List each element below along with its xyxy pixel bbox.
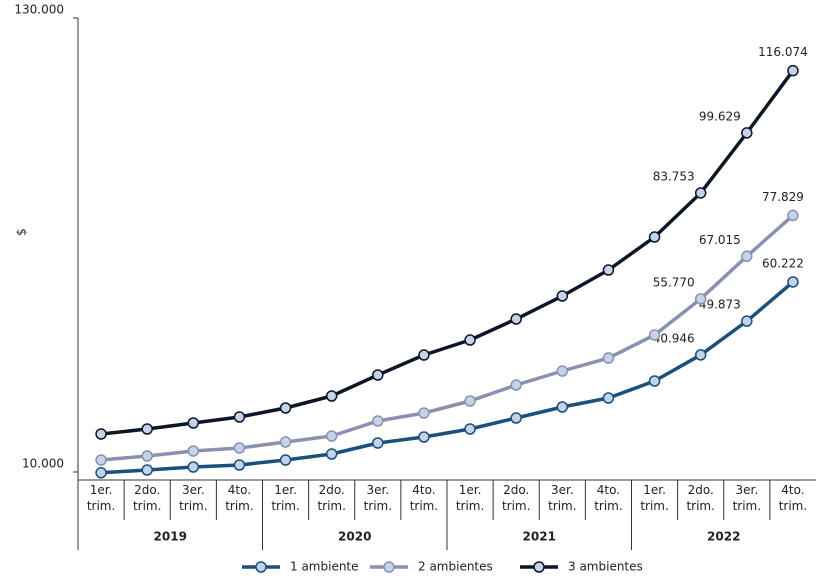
data-point	[279, 402, 292, 414]
series-line	[100, 214, 795, 462]
data-point	[187, 445, 200, 457]
legend-label: 2 ambientes	[418, 560, 493, 574]
data-point	[556, 401, 569, 413]
data-point	[464, 395, 476, 407]
data-label: 60.222	[762, 256, 804, 270]
data-label: 67.015	[699, 233, 741, 247]
x-tick-label: 1er. trim.	[271, 483, 299, 513]
data-point	[787, 209, 799, 222]
data-label: 99.629	[699, 109, 741, 123]
data-point	[694, 187, 707, 199]
data-label: 55.770	[653, 275, 695, 289]
x-tick-label: 4to. trim.	[410, 483, 438, 513]
data-point	[787, 64, 799, 77]
data-point	[372, 369, 384, 381]
data-point	[418, 349, 430, 361]
x-tick-label: 4to. trim.	[225, 483, 253, 513]
y-tick-label: 130.000	[14, 3, 64, 17]
y-tick-label: 10.000	[22, 457, 64, 471]
data-point	[372, 415, 384, 427]
group-label: 2021	[523, 530, 556, 544]
x-tick-label: 1er. trim.	[87, 483, 115, 513]
data-label: 83.753	[653, 169, 695, 183]
group-label: 2019	[154, 530, 187, 544]
data-point	[141, 464, 153, 476]
data-point	[464, 334, 476, 346]
data-point	[510, 313, 522, 325]
x-tick-label: 3er. trim.	[548, 483, 576, 513]
group-label: 2022	[707, 530, 740, 544]
x-tick-label: 1er. trim.	[456, 483, 484, 513]
data-point	[95, 467, 107, 479]
data-point	[787, 276, 799, 288]
x-tick-label: 4to. trim.	[779, 483, 807, 513]
data-point	[648, 231, 661, 243]
legend-label: 3 ambientes	[568, 560, 643, 574]
data-label: 116.074	[758, 45, 808, 59]
x-tick-label: 2do. trim.	[133, 483, 161, 513]
data-point	[95, 454, 107, 466]
data-point	[602, 392, 615, 404]
data-point	[325, 390, 338, 402]
data-point	[741, 315, 753, 327]
series-line	[100, 69, 795, 436]
legend-marker	[533, 561, 545, 573]
x-tick-label: 2do. trim.	[502, 483, 530, 513]
data-point	[741, 127, 753, 139]
series-line	[100, 280, 795, 475]
data-point	[602, 264, 615, 276]
data-point	[602, 352, 615, 364]
legend-marker	[255, 561, 267, 573]
data-point	[233, 442, 246, 454]
x-tick-label: 4to. trim.	[594, 483, 622, 513]
data-point	[141, 450, 153, 462]
data-point	[694, 293, 707, 305]
data-point	[418, 407, 430, 419]
data-point	[187, 461, 200, 473]
data-point	[187, 417, 200, 429]
data-point	[418, 431, 430, 443]
data-point	[556, 365, 569, 377]
data-point	[556, 290, 569, 302]
data-label: 49.873	[699, 298, 741, 312]
data-point	[279, 436, 292, 448]
x-tick-label: 3er. trim.	[179, 483, 207, 513]
x-tick-label: 1er. trim.	[640, 483, 668, 513]
data-point	[510, 379, 522, 391]
data-point	[372, 437, 384, 449]
data-point	[648, 375, 661, 387]
y-axis-label: $	[15, 228, 29, 236]
data-point	[648, 329, 661, 341]
x-tick-label: 3er. trim.	[364, 483, 392, 513]
data-point	[95, 428, 107, 440]
x-tick-label: 2do. trim.	[686, 483, 714, 513]
x-tick-label: 3er. trim.	[733, 483, 761, 513]
legend-label: 1 ambiente	[290, 560, 359, 574]
x-tick-label: 2do. trim.	[317, 483, 345, 513]
data-point	[510, 412, 522, 424]
data-point	[325, 430, 338, 442]
group-label: 2020	[338, 530, 371, 544]
data-label: 40.946	[653, 331, 695, 345]
data-label: 77.829	[762, 190, 804, 204]
data-point	[694, 349, 707, 361]
data-point	[325, 448, 338, 460]
data-point	[233, 459, 246, 471]
data-point	[464, 423, 476, 435]
legend-marker	[383, 561, 395, 573]
data-point	[741, 250, 753, 263]
data-point	[233, 411, 246, 423]
data-point	[279, 454, 292, 466]
data-point	[141, 423, 153, 435]
